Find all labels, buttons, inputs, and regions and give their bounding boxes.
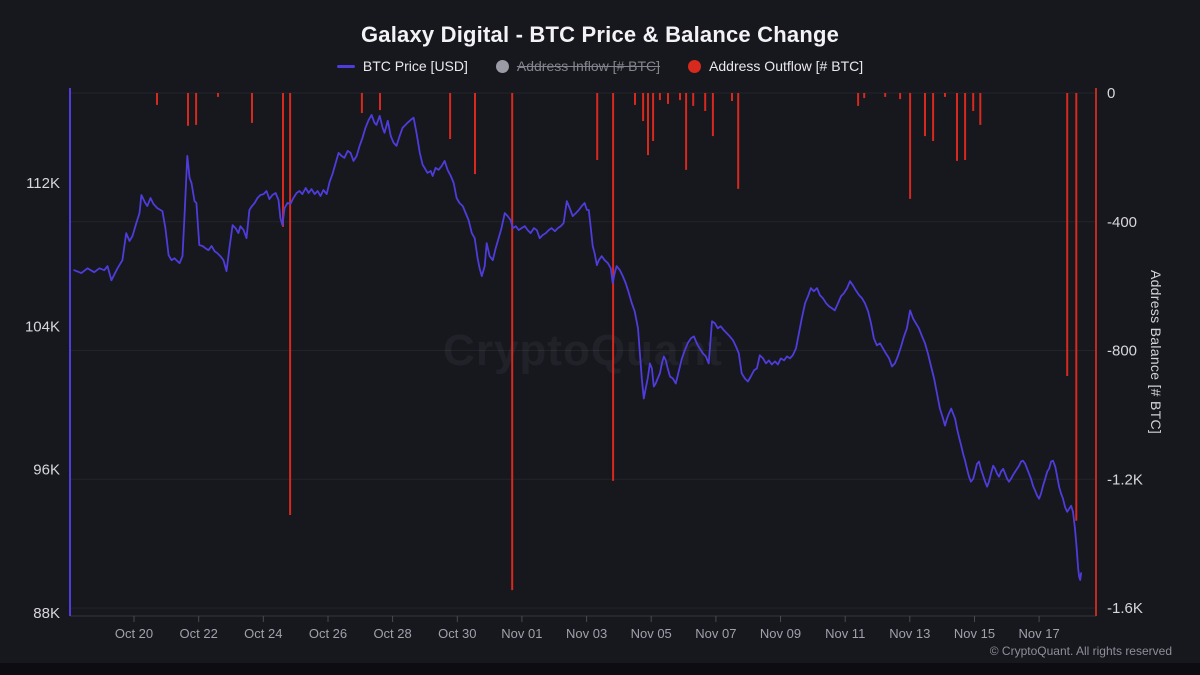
x-tick-label: Nov 03 xyxy=(566,626,607,641)
x-tick-label: Nov 09 xyxy=(760,626,801,641)
x-tick-label: Nov 07 xyxy=(695,626,736,641)
legend-label-btc-price: BTC Price [USD] xyxy=(362,58,468,74)
price-tick-label: 104K xyxy=(25,318,60,335)
legend-label-address-outflow: Address Outflow [# BTC] xyxy=(709,58,864,74)
x-tick-label: Oct 28 xyxy=(373,626,411,641)
btc-price-line xyxy=(73,114,1082,581)
legend-item-address-outflow[interactable]: Address Outflow [# BTC] xyxy=(688,58,863,74)
circle-marker-icon xyxy=(688,59,702,73)
line-marker-icon xyxy=(336,64,355,68)
legend-item-btc-price[interactable]: BTC Price [USD] xyxy=(336,58,468,74)
plot-area[interactable] xyxy=(70,88,1096,616)
balance-tick-label: -400 xyxy=(1107,214,1137,231)
x-tick-label: Oct 30 xyxy=(438,626,476,641)
x-tick-label: Oct 24 xyxy=(244,626,282,641)
x-tick-label: Oct 20 xyxy=(115,626,153,641)
x-tick-label: Nov 11 xyxy=(825,626,865,641)
balance-tick-label: -1.6K xyxy=(1107,600,1143,617)
price-tick-label: 96K xyxy=(33,462,60,479)
balance-tick-label: 0 xyxy=(1107,85,1115,102)
x-tick-label: Nov 05 xyxy=(631,626,672,641)
x-tick-label: Nov 01 xyxy=(501,626,542,641)
legend-label-address-inflow: Address Inflow [# BTC] xyxy=(516,58,661,74)
copyright-text: © CryptoQuant. All rights reserved xyxy=(989,644,1172,658)
circle-marker-icon xyxy=(495,59,509,73)
cryptoquant-watermark: CryptoQuant xyxy=(443,326,723,376)
x-tick-label: Oct 26 xyxy=(309,626,347,641)
chart-title: Galaxy Digital - BTC Price & Balance Cha… xyxy=(360,22,840,47)
legend-item-address-inflow[interactable]: Address Inflow [# BTC] xyxy=(495,58,661,74)
x-tick-label: Nov 13 xyxy=(889,626,930,641)
x-tick-label: Nov 15 xyxy=(954,626,995,641)
bottom-strip xyxy=(0,663,1200,675)
balance-tick-label: -1.2K xyxy=(1107,471,1143,488)
right-axis-title: Address Balance [# BTC] xyxy=(1148,269,1164,435)
legend: BTC Price [USD] Address Inflow [# BTC] A… xyxy=(0,58,1200,74)
x-tick-label: Oct 22 xyxy=(180,626,218,641)
price-tick-label: 112K xyxy=(26,175,60,192)
balance-tick-label: -800 xyxy=(1107,343,1137,360)
price-tick-label: 88K xyxy=(33,605,60,622)
x-tick-label: Nov 17 xyxy=(1018,626,1059,641)
